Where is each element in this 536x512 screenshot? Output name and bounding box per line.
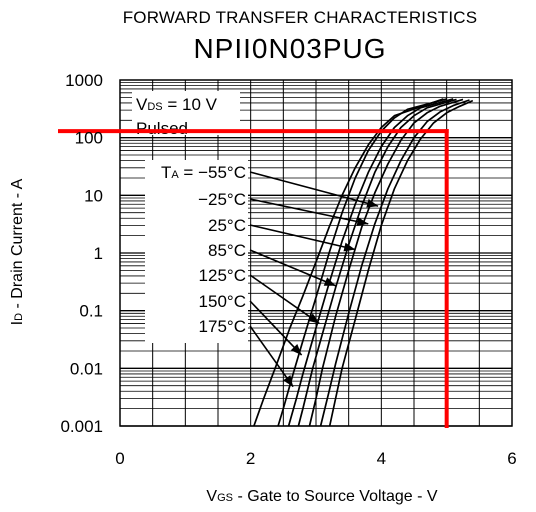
- series-curve-5: [277, 98, 447, 427]
- temperature-arrow-6: [249, 325, 294, 388]
- temperature-arrowhead-3: [323, 277, 336, 286]
- x-tick-label-3: 6: [507, 449, 516, 468]
- red-markers: [58, 129, 449, 428]
- series-curve-1: [319, 99, 470, 427]
- temperature-arrow-4: [249, 274, 320, 325]
- y-tick-label-5: 0.01: [70, 359, 103, 378]
- y-tick-label-4: 0.1: [79, 302, 103, 321]
- temperature-arrow-0: [249, 171, 379, 207]
- temperature-arrow-1: [249, 198, 369, 225]
- x-tick-label-2: 4: [377, 449, 386, 468]
- axis-labels: VGS - Gate to Source Voltage - V ID - Dra…: [9, 178, 438, 505]
- temperature-arrowhead-4: [307, 313, 320, 324]
- y-tick-label-0: 1000: [65, 71, 103, 90]
- chart-subtitle: NPII0N03PUG: [193, 33, 387, 64]
- temperature-label-3: 85°C: [208, 241, 246, 260]
- x-tick-label-1: 2: [246, 449, 255, 468]
- y-tick-label-1: 100: [75, 129, 103, 148]
- x-tick-label-0: 0: [115, 449, 124, 468]
- series-curve-3: [297, 98, 457, 427]
- temperature-arrowhead-0: [366, 198, 379, 208]
- temperature-arrow-2: [249, 224, 356, 251]
- y-tick-label-3: 1: [94, 244, 103, 263]
- temperature-arrowhead-5: [290, 344, 302, 355]
- series-curve-2: [308, 98, 464, 427]
- temperature-label-2: 25°C: [208, 216, 246, 235]
- temperature-arrowhead-1: [356, 217, 369, 226]
- pulsed-condition-label: Pulsed: [136, 119, 188, 138]
- chart-title: FORWARD TRANSFER CHARACTERISTICS: [122, 8, 478, 27]
- temperature-arrowhead-2: [343, 242, 356, 252]
- conditions-box: VDS = 10 V Pulsed: [132, 91, 248, 343]
- vds-condition-label: VDS = 10 V: [136, 95, 218, 114]
- temperature-label-5: 150°C: [199, 292, 246, 311]
- temperature-label-4: 125°C: [199, 266, 246, 285]
- temperature-label-1: −25°C: [198, 190, 246, 209]
- temperature-label-0: TA = −55°C: [161, 163, 246, 182]
- y-tick-label-2: 10: [84, 186, 103, 205]
- temperature-arrowhead-6: [283, 375, 294, 387]
- conditions-panel: [132, 91, 240, 135]
- y-axis-label: ID - Drain Current - A: [9, 178, 26, 325]
- x-axis-label: VGS - Gate to Source Voltage - V: [206, 488, 437, 505]
- tick-labels: 1000 100 10 1 0.1 0.01 0.001 0 2 4 6: [60, 71, 516, 468]
- legend-arrows: TA = −55°C −25°C 25°C 85°C 125°C 150°C 175°C: [161, 163, 379, 388]
- temperature-label-6: 175°C: [199, 317, 246, 336]
- series-curve-4: [287, 98, 454, 427]
- temperature-arrow-3: [249, 249, 336, 287]
- temperature-panel: [145, 160, 248, 343]
- series-curve-0: [328, 99, 474, 427]
- temperature-arrow-5: [249, 300, 303, 356]
- y-tick-label-6: 0.001: [60, 417, 103, 436]
